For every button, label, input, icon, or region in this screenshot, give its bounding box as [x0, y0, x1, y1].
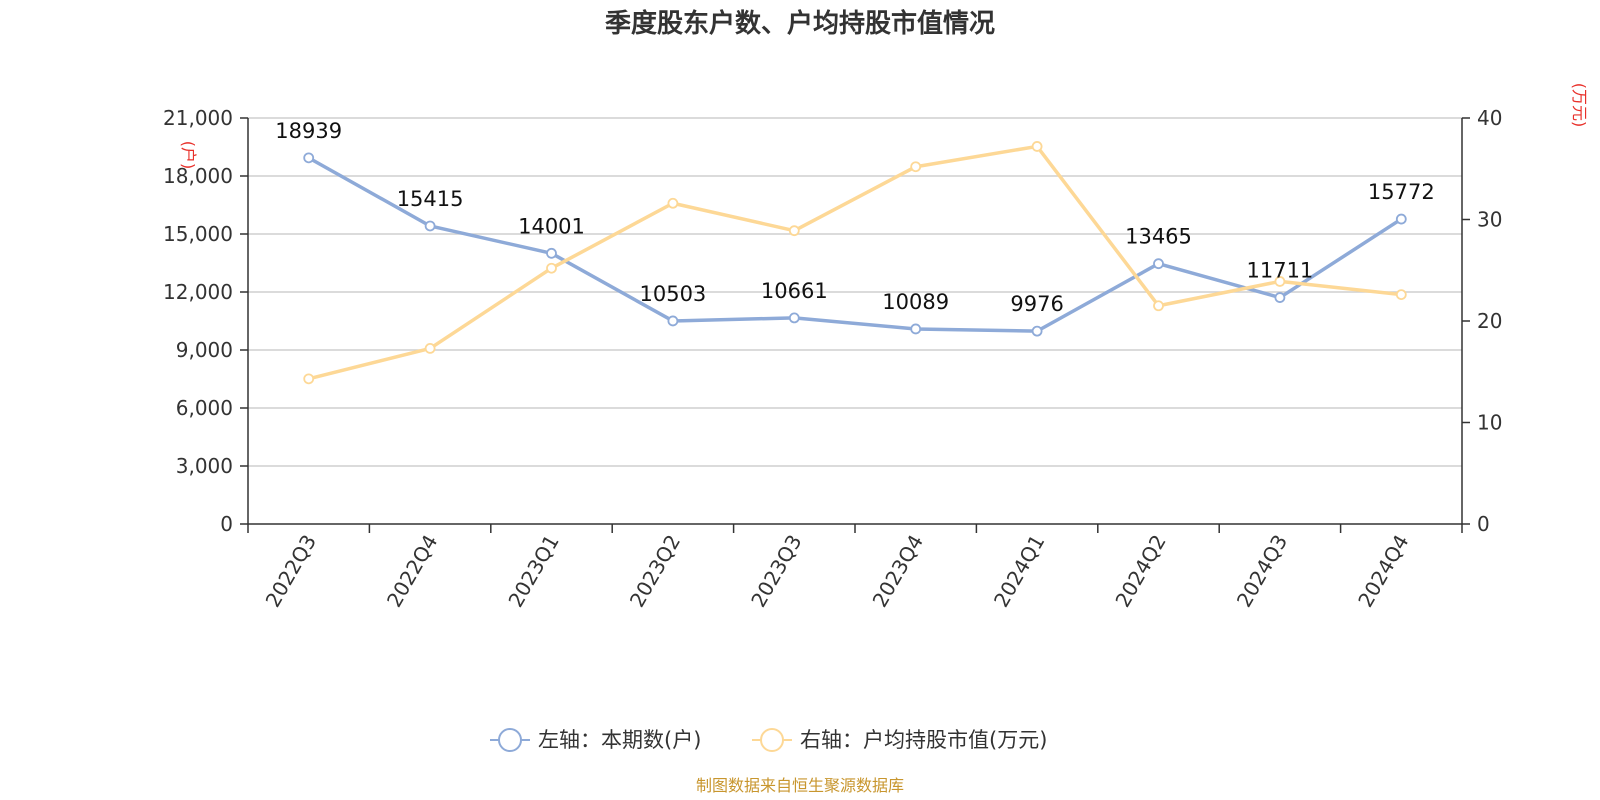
data-label: 15415 — [397, 187, 464, 211]
legend-marker-households — [498, 728, 522, 752]
data-label: 10661 — [761, 279, 828, 303]
x-axis-tick-label: 2023Q2 — [625, 531, 685, 612]
legend-marker-avg-value — [760, 728, 784, 752]
series-1-point[interactable] — [667, 197, 679, 209]
legend-item-households[interactable]: 左轴：本期数(户) — [490, 728, 701, 752]
series — [303, 141, 1407, 385]
series-1-point[interactable] — [1395, 289, 1407, 301]
series-0-point[interactable] — [667, 315, 679, 327]
left-axis-tick-label: 15,000 — [163, 222, 233, 246]
right-axis-tick-label: 10 — [1477, 411, 1502, 435]
x-axis-tick-label: 2023Q3 — [746, 531, 806, 612]
x-axis-tick-label: 2024Q1 — [989, 531, 1049, 612]
axes: 0 3,000 6,000 9,000 12,000 15,000 18,000 21,000… — [163, 106, 1502, 611]
left-axis-tick-label: 0 — [220, 512, 233, 536]
data-label: 10089 — [882, 290, 949, 314]
data-label: 15772 — [1368, 180, 1435, 204]
series-1-point[interactable] — [910, 161, 922, 173]
x-axis-tick-label: 2023Q1 — [503, 531, 563, 612]
right-axis-unit: (万元) — [1570, 83, 1589, 128]
data-label: 9976 — [1010, 292, 1063, 316]
source-note: 制图数据来自恒生聚源数据库 — [696, 776, 904, 795]
legend-label-avg-value: 右轴：户均持股市值(万元) — [800, 728, 1047, 752]
series-1-point[interactable] — [424, 343, 436, 354]
series-0-point[interactable] — [788, 312, 800, 324]
series-1-point[interactable] — [788, 225, 800, 237]
series-1-point[interactable] — [1031, 141, 1043, 152]
x-axis-tick-label: 2024Q3 — [1232, 531, 1292, 612]
left-axis-tick-label: 18,000 — [163, 164, 233, 188]
data-label: 14001 — [518, 214, 585, 238]
left-axis-tick-label: 6,000 — [176, 396, 233, 420]
legend: 左轴：本期数(户) 右轴：户均持股市值(万元) — [490, 728, 1047, 752]
series-1-point[interactable] — [546, 262, 557, 274]
chart-title: 季度股东户数、户均持股市值情况 — [605, 8, 995, 39]
x-axis-tick-label: 2022Q3 — [261, 531, 321, 612]
series-1-point[interactable] — [303, 373, 315, 385]
left-axis-tick-label: 3,000 — [176, 454, 233, 478]
right-axis-tick-label: 40 — [1477, 106, 1502, 130]
left-axis-tick-label: 21,000 — [163, 106, 233, 130]
series-0-point[interactable] — [1274, 292, 1286, 303]
x-axis-tick-label: 2024Q4 — [1353, 531, 1413, 612]
series-1-point[interactable] — [1153, 300, 1164, 312]
x-axis-tick-label: 2023Q4 — [868, 531, 928, 612]
series-0-point[interactable] — [1395, 213, 1407, 225]
x-axis-tick-label: 2022Q4 — [382, 531, 442, 612]
legend-label-households: 左轴：本期数(户) — [538, 728, 701, 752]
right-axis-tick-label: 30 — [1477, 208, 1502, 232]
series-0-point[interactable] — [546, 247, 557, 259]
series-0-point[interactable] — [910, 323, 922, 335]
series-line-0 — [306, 156, 1404, 333]
data-label: 11711 — [1246, 259, 1313, 283]
data-label: 10503 — [639, 282, 706, 306]
left-axis-unit: (户) — [179, 141, 198, 170]
right-axis-tick-label: 0 — [1477, 512, 1490, 536]
legend-item-avg-value[interactable]: 右轴：户均持股市值(万元) — [752, 728, 1047, 752]
left-axis-tick-label: 12,000 — [163, 280, 233, 304]
series-0-point[interactable] — [424, 220, 436, 232]
grid-lines — [248, 117, 1462, 467]
data-labels: 18939 15415 14001 10503 10661 10089 9976 13465 1… — [275, 119, 1434, 316]
left-axis-tick-label: 9,000 — [176, 338, 233, 362]
data-label: 13465 — [1125, 225, 1192, 249]
data-label: 18939 — [275, 119, 342, 143]
right-axis-tick-label: 20 — [1477, 309, 1502, 333]
series-1-point[interactable] — [1274, 276, 1286, 287]
series-0-point[interactable] — [1031, 325, 1043, 337]
series-0-point[interactable] — [303, 152, 315, 164]
series-0-point[interactable] — [1153, 258, 1164, 270]
series-line-1 — [306, 144, 1404, 381]
x-axis-tick-label: 2024Q2 — [1110, 531, 1170, 612]
